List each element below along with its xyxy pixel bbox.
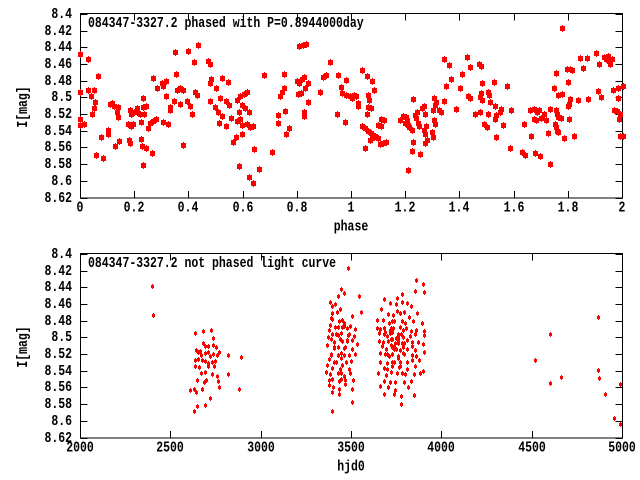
svg-text:I[mag]: I[mag]	[15, 326, 32, 367]
svg-text:8.44: 8.44	[44, 39, 72, 56]
svg-text:2000: 2000	[66, 439, 94, 456]
svg-text:hjd0: hjd0	[337, 458, 365, 475]
svg-text:1.2: 1.2	[395, 199, 416, 216]
svg-text:8.6: 8.6	[51, 413, 72, 430]
svg-text:4000: 4000	[427, 439, 455, 456]
svg-text:0.4: 0.4	[178, 199, 199, 216]
svg-text:8.56: 8.56	[44, 139, 72, 156]
svg-text:1.4: 1.4	[449, 199, 470, 216]
svg-text:8.46: 8.46	[44, 296, 72, 313]
svg-text:8.5: 8.5	[51, 89, 72, 106]
svg-text:8.54: 8.54	[44, 363, 72, 380]
svg-text:8.4: 8.4	[51, 246, 72, 263]
svg-text:8.52: 8.52	[44, 346, 72, 363]
svg-text:0: 0	[77, 199, 84, 216]
svg-text:2500: 2500	[156, 439, 184, 456]
svg-text:8.4: 8.4	[51, 6, 72, 23]
svg-text:8.56: 8.56	[44, 379, 72, 396]
svg-text:084347-3327.2 not phased light: 084347-3327.2 not phased light curve	[88, 255, 336, 272]
svg-text:3500: 3500	[337, 439, 365, 456]
svg-text:8.5: 8.5	[51, 329, 72, 346]
svg-text:4500: 4500	[518, 439, 546, 456]
svg-text:1.6: 1.6	[504, 199, 525, 216]
svg-text:8.48: 8.48	[44, 73, 72, 90]
svg-text:0.2: 0.2	[124, 199, 145, 216]
svg-text:2: 2	[619, 199, 626, 216]
svg-text:8.6: 8.6	[51, 173, 72, 190]
svg-text:8.44: 8.44	[44, 279, 72, 296]
svg-text:I[mag]: I[mag]	[15, 86, 32, 127]
svg-text:8.54: 8.54	[44, 123, 72, 140]
svg-text:084347-3327.2 phased with P=0.: 084347-3327.2 phased with P=0.8944000day	[88, 15, 364, 32]
svg-text:8.42: 8.42	[44, 263, 72, 280]
svg-text:8.48: 8.48	[44, 313, 72, 330]
svg-text:8.52: 8.52	[44, 106, 72, 123]
svg-text:8.42: 8.42	[44, 23, 72, 40]
svg-text:8.62: 8.62	[44, 190, 72, 207]
svg-text:8.58: 8.58	[44, 396, 72, 413]
svg-text:3000: 3000	[247, 439, 275, 456]
svg-text:1: 1	[348, 199, 355, 216]
svg-text:8.46: 8.46	[44, 56, 72, 73]
svg-text:0.8: 0.8	[287, 199, 308, 216]
svg-text:0.6: 0.6	[233, 199, 254, 216]
svg-text:1.8: 1.8	[558, 199, 579, 216]
svg-text:phase: phase	[334, 218, 369, 235]
svg-text:8.62: 8.62	[44, 430, 72, 447]
svg-text:8.58: 8.58	[44, 156, 72, 173]
svg-text:5000: 5000	[608, 439, 636, 456]
